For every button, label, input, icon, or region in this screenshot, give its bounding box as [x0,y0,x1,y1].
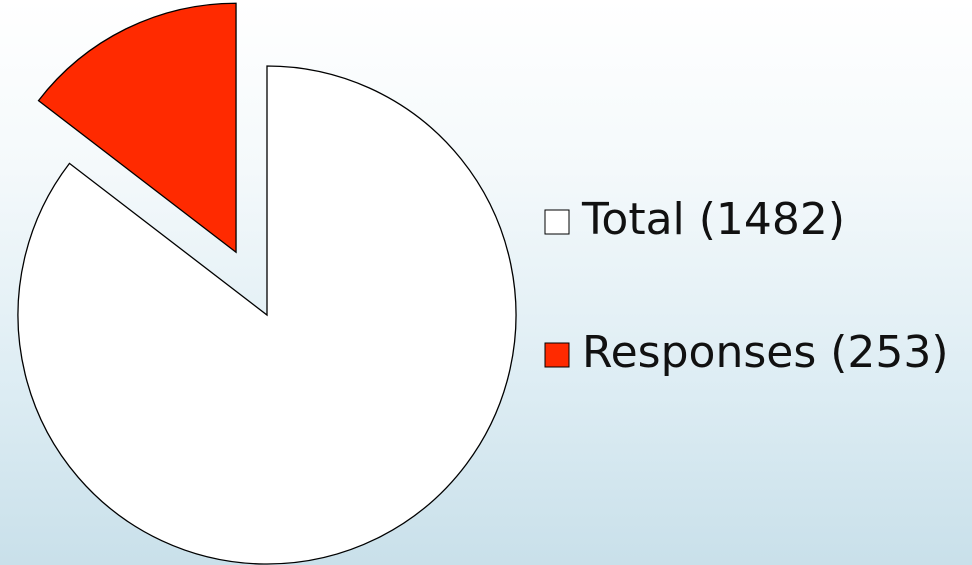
legend-label: Responses (253) [582,327,949,378]
slide: Total (1482) Responses (253) [0,0,972,565]
legend-swatch [545,343,569,367]
chart: Total (1482) Responses (253) [0,0,972,565]
legend-label: Total (1482) [581,194,845,245]
legend-swatch [545,210,569,234]
